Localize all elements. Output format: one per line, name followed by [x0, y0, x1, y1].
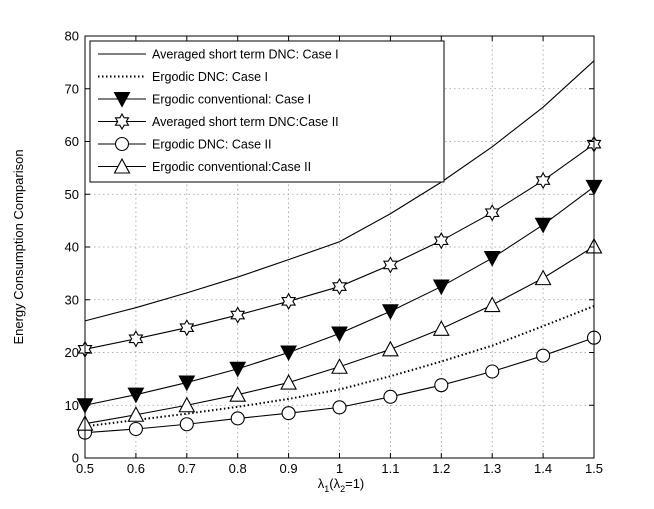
data-point-marker [179, 319, 195, 337]
legend-item: Averaged short term DNC:Case II [98, 112, 339, 131]
y-axis-label: Energy Consumption Comparison [11, 149, 26, 344]
y-tick-label: 0 [72, 451, 79, 466]
x-axis-label-mid: (λ [329, 476, 340, 491]
data-point-marker [113, 157, 131, 174]
y-tick-labels: 0 10 20 30 40 50 60 70 80 [65, 29, 79, 466]
data-point-marker [331, 358, 348, 374]
y-tick-label: 60 [65, 134, 79, 149]
x-tick-label: 0.9 [280, 461, 298, 476]
data-point-marker [534, 269, 552, 286]
data-point-marker [432, 279, 450, 296]
x-axis-label-sub1: 1 [324, 484, 329, 494]
y-tick-label: 10 [65, 398, 79, 413]
legend-label: Averaged short term DNC:Case II [152, 115, 339, 129]
legend-item: Ergodic conventional:Case II [98, 157, 311, 174]
legend-item: Ergodic DNC: Case I [98, 70, 268, 84]
y-tick-label: 50 [65, 187, 79, 202]
data-point-marker [128, 330, 144, 348]
x-axis-label-tail: =1) [345, 476, 364, 491]
legend-label: Ergodic conventional:Case II [152, 160, 311, 174]
series-line [84, 305, 595, 428]
data-point-marker [331, 326, 348, 343]
x-axis-label-main: λ [318, 476, 325, 491]
data-point-marker [114, 136, 130, 152]
x-tick-label: 1.3 [483, 461, 501, 476]
data-point-marker [381, 304, 399, 321]
data-point-marker [432, 320, 450, 336]
data-point-marker [332, 400, 347, 415]
series-5 [77, 330, 602, 440]
data-point-marker [280, 373, 298, 390]
data-point-marker [434, 378, 449, 393]
data-point-marker [535, 171, 551, 190]
x-tick-label: 1.4 [534, 461, 552, 476]
y-tick-label: 70 [65, 81, 79, 96]
legend: Averaged short term DNC: Case I Ergodic D… [89, 40, 445, 183]
data-point-marker [178, 396, 196, 413]
data-point-marker [280, 345, 298, 362]
y-tick-label: 30 [65, 292, 79, 307]
data-point-marker [178, 375, 196, 392]
plot-frame [84, 35, 595, 459]
x-tick-label: 1 [336, 461, 343, 476]
data-point-marker [433, 232, 449, 250]
series-1 [84, 60, 595, 322]
legend-box [89, 40, 445, 183]
x-tick-label: 0.5 [76, 461, 94, 476]
x-tick-labels: 0.5 0.6 0.7 0.8 0.9 1 1.1 1.2 1.3 1.4 1.5 [76, 461, 603, 476]
x-axis-label-sub2: 2 [340, 484, 345, 494]
legend-label: Averaged short term DNC: Case I [152, 48, 339, 62]
data-point-marker [332, 277, 347, 296]
data-point-marker [536, 348, 551, 363]
series-2 [84, 305, 595, 428]
y-tick-label: 20 [65, 345, 79, 360]
data-point-marker [485, 364, 500, 379]
x-tick-label: 1.1 [381, 461, 399, 476]
data-point-marker [230, 306, 246, 324]
data-point-marker [127, 387, 145, 404]
x-tick-label: 1.2 [432, 461, 450, 476]
data-point-marker [128, 421, 143, 437]
data-point-marker [381, 340, 399, 357]
data-point-marker [127, 406, 145, 422]
data-point-marker [113, 91, 131, 108]
y-tick-label: 80 [65, 29, 79, 44]
data-point-marker [483, 296, 501, 313]
data-point-marker [382, 256, 398, 274]
legend-label: Ergodic conventional: Case I [152, 93, 311, 107]
series-line [84, 60, 595, 322]
series-3 [76, 179, 603, 414]
x-axis-label: λ1(λ2=1) [318, 476, 365, 494]
x-tick-label: 0.7 [178, 461, 196, 476]
legend-item: Ergodic conventional: Case I [98, 91, 311, 108]
data-point-marker [534, 217, 552, 234]
y-tick-label: 40 [65, 240, 79, 255]
data-point-marker [229, 361, 247, 378]
legend-label: Ergodic DNC: Case I [152, 70, 268, 84]
legend-label: Ergodic DNC: Case II [152, 138, 271, 152]
data-point-marker [229, 386, 247, 402]
data-point-marker [281, 292, 297, 310]
data-point-marker [383, 389, 398, 404]
data-point-marker [484, 204, 500, 222]
data-point-marker [281, 406, 296, 421]
legend-item: Ergodic DNC: Case II [98, 136, 271, 152]
data-point-marker [179, 417, 194, 432]
x-tick-label: 0.8 [229, 461, 247, 476]
x-tick-label: 0.6 [127, 461, 145, 476]
data-point-marker [483, 251, 501, 267]
data-point-marker [114, 112, 130, 131]
legend-item: Averaged short term DNC: Case I [98, 48, 339, 62]
x-tick-label: 1.5 [585, 461, 603, 476]
data-point-marker [230, 411, 245, 426]
